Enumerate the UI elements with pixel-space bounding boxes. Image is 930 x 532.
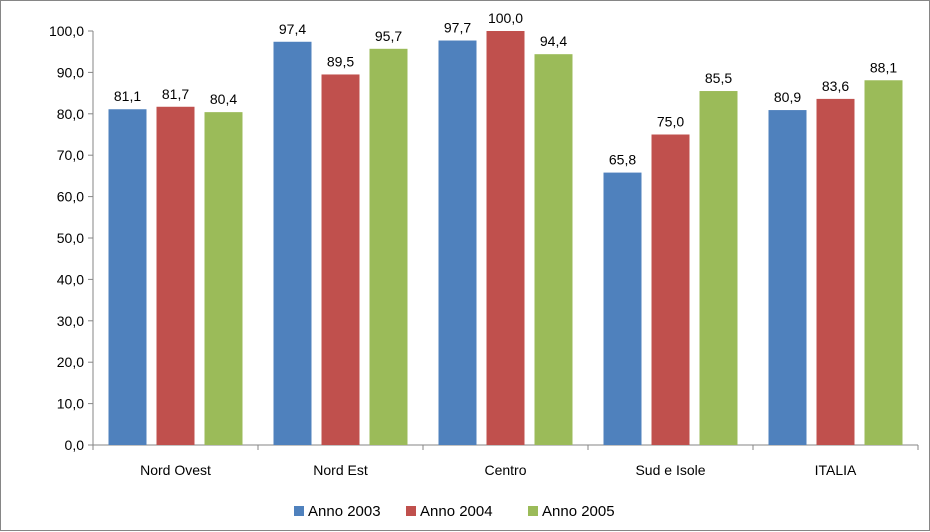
bars	[108, 31, 903, 446]
data-label: 97,7	[444, 20, 471, 36]
bar	[651, 134, 690, 445]
y-tick-label: 20,0	[57, 354, 84, 370]
legend-label: Anno 2003	[308, 503, 381, 520]
data-label: 81,1	[114, 88, 141, 104]
y-tick-label: 90,0	[57, 64, 84, 80]
axes: 0,0 10,0 20,0 30,0 40,0 50,0 60,0 70,0 80,0 90,0 1…	[49, 23, 919, 478]
bar	[108, 109, 147, 445]
data-label: 80,4	[210, 91, 237, 107]
data-label: 95,7	[375, 28, 402, 44]
bar	[204, 112, 243, 446]
data-label: 88,1	[870, 59, 897, 75]
y-tick-label: 10,0	[57, 396, 84, 412]
y-tick-label: 30,0	[57, 313, 84, 329]
data-labels: 81,1 81,7 80,4 97,4 89,5 95,7 97,7 100,0 94,4 65,…	[114, 10, 897, 168]
legend-label: Anno 2005	[542, 503, 615, 520]
legend-swatch	[528, 506, 538, 516]
x-tick-label: Nord Est	[313, 462, 368, 478]
data-label: 65,8	[609, 152, 636, 168]
data-label: 85,5	[705, 70, 732, 86]
legend-swatch	[406, 506, 416, 516]
x-tick-label: ITALIA	[815, 462, 857, 478]
y-tick-label: 40,0	[57, 271, 84, 287]
bar	[864, 80, 903, 446]
data-label: 80,9	[774, 89, 801, 105]
bar	[699, 91, 738, 445]
x-tick-label: Nord Ovest	[140, 462, 211, 478]
data-label: 81,7	[162, 86, 189, 102]
y-tick-label: 70,0	[57, 147, 84, 163]
y-tick-label: 60,0	[57, 189, 84, 205]
legend-label: Anno 2004	[420, 503, 493, 520]
bar	[534, 54, 573, 446]
y-tick-label: 100,0	[49, 23, 84, 39]
legend-swatch	[294, 506, 304, 516]
bar	[603, 172, 642, 445]
bar	[369, 48, 408, 445]
x-tick-label: Centro	[484, 462, 526, 478]
data-label: 89,5	[327, 53, 354, 69]
bar	[816, 98, 855, 446]
bar	[486, 31, 525, 445]
y-tick-label: 80,0	[57, 106, 84, 122]
data-label: 100,0	[488, 10, 523, 26]
data-label: 97,4	[279, 21, 306, 37]
legend: Anno 2003 Anno 2004 Anno 2005	[294, 503, 615, 520]
bar	[156, 106, 195, 446]
y-tick-label: 0,0	[65, 437, 85, 453]
data-label: 83,6	[822, 78, 849, 94]
bar	[438, 40, 477, 445]
data-label: 94,4	[540, 33, 567, 49]
y-tick-label: 50,0	[57, 230, 84, 246]
bar	[273, 41, 312, 445]
bar	[321, 74, 360, 445]
x-tick-label: Sud e Isole	[635, 462, 705, 478]
data-label: 75,0	[657, 114, 684, 130]
bar	[768, 110, 807, 445]
